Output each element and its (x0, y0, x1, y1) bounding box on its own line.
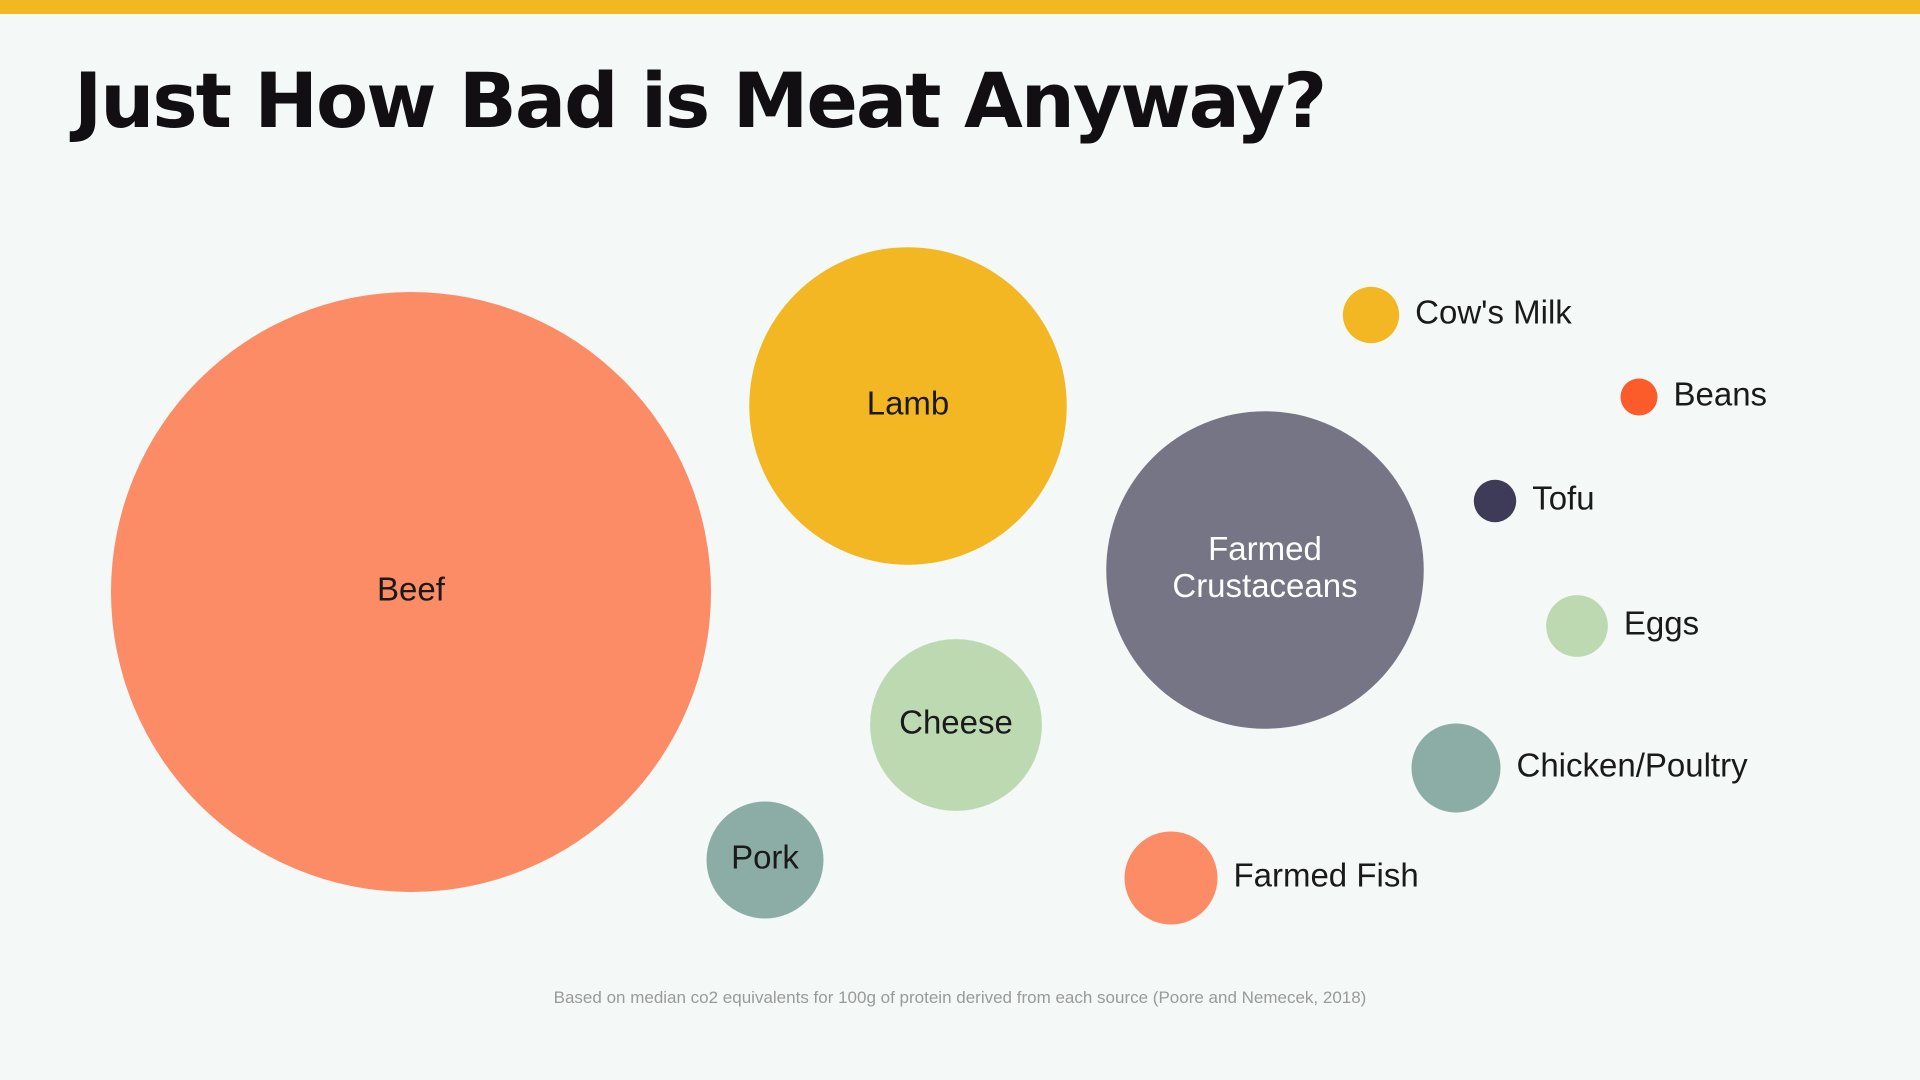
bubble-tofu (1473, 479, 1517, 523)
bubble-beef (111, 292, 711, 892)
source-footnote: Based on median co2 equivalents for 100g… (553, 988, 1367, 1007)
bubble-label-beans: Beans (1673, 376, 1767, 413)
bubble-label-line: Cheese (899, 704, 1013, 741)
bubble-label-pork: Pork (731, 839, 799, 876)
bubble-label-farmed-fish: Farmed Fish (1233, 857, 1418, 894)
bubble-label-chicken-poultry: Chicken/Poultry (1516, 747, 1748, 784)
bubble-pork (706, 801, 824, 919)
bubble-label-line: Beef (377, 571, 446, 608)
bubble-label-cow-s-milk: Cow's Milk (1415, 294, 1572, 331)
bubble-beans (1620, 378, 1658, 416)
bubble-cheese (870, 639, 1042, 811)
bubble-label-beef: Beef (377, 571, 446, 608)
bubble-label-farmed-crustaceans: Farmed Crustaceans (1172, 530, 1357, 604)
accent-bar (0, 0, 1920, 14)
bubble-farmed-fish (1124, 831, 1218, 925)
bubble-lamb (749, 247, 1067, 565)
page-title: Just How Bad is Meat Anyway? (74, 56, 1327, 145)
bubble-label-lamb: Lamb (867, 385, 950, 422)
bubble-label-line: Lamb (867, 385, 950, 422)
bubble-eggs (1546, 595, 1608, 657)
bubble-label-line: Crustaceans (1172, 567, 1357, 604)
bubble-label-eggs: Eggs (1624, 605, 1699, 642)
bubble-chicken-poultry (1411, 723, 1501, 813)
bubble-farmed-crustaceans (1106, 411, 1424, 729)
bubble-label-line: Pork (731, 839, 799, 876)
bubble-label-cheese: Cheese (899, 704, 1013, 741)
bubble-cow-s-milk (1342, 286, 1400, 344)
bubble-label-tofu: Tofu (1532, 480, 1594, 517)
bubble-label-line: Farmed (1208, 530, 1322, 567)
